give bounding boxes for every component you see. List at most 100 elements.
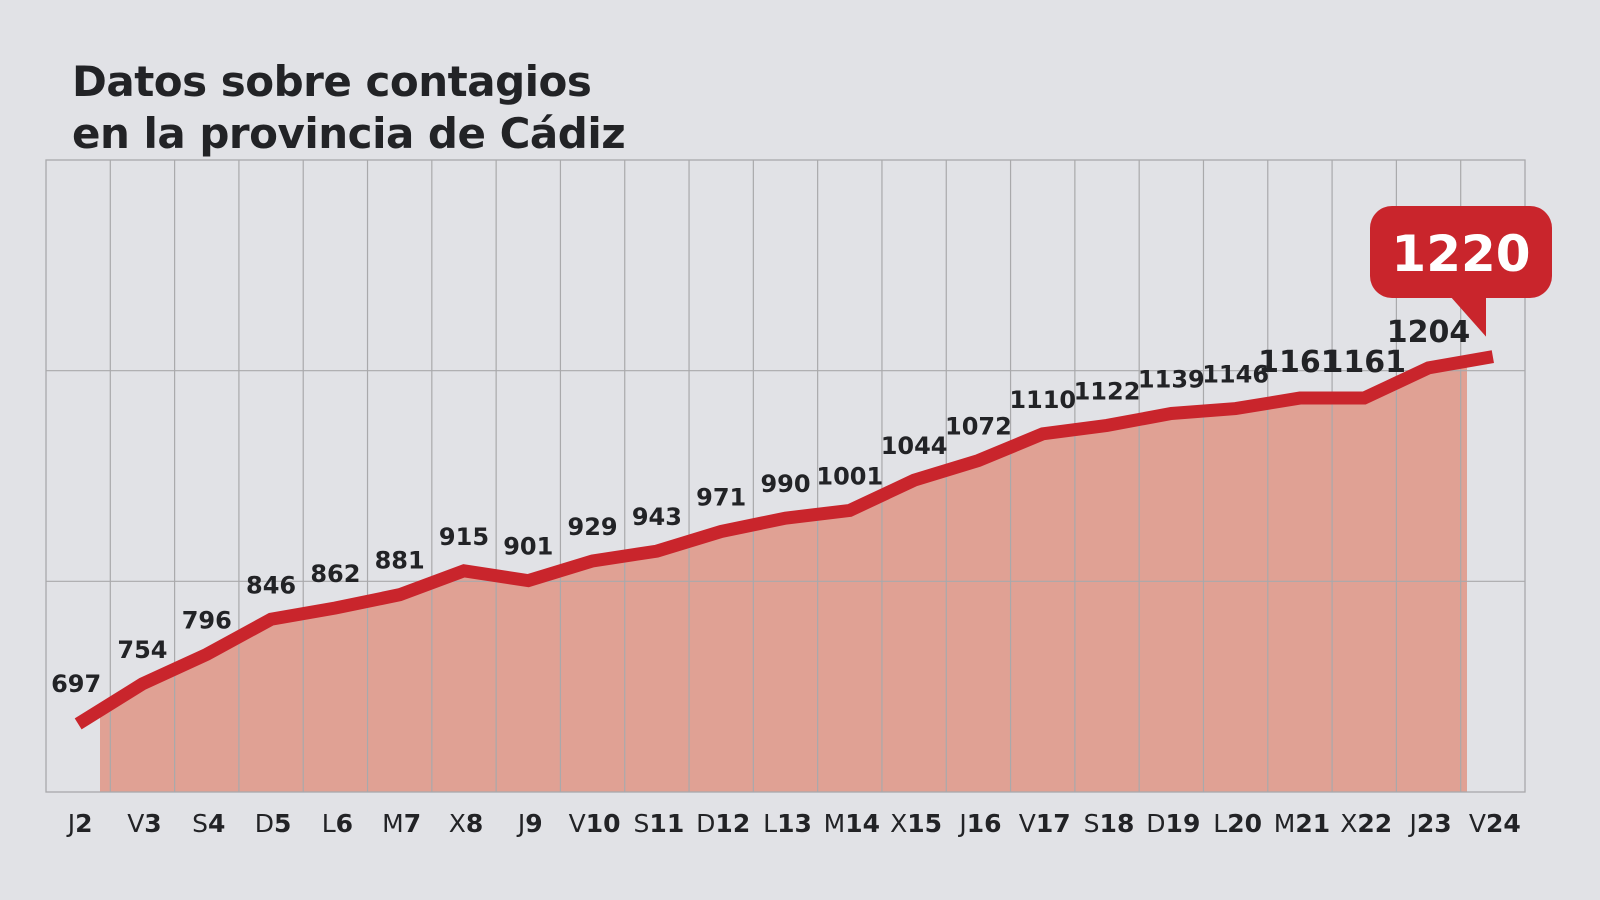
- data-label: 754: [117, 636, 167, 664]
- tick-day: L: [763, 809, 777, 838]
- x-tick-label: V10: [569, 809, 621, 838]
- data-label: 1161: [1258, 345, 1342, 380]
- tick-day: S: [1084, 809, 1100, 838]
- x-tick-label: V3: [127, 809, 162, 838]
- x-tick-label: X8: [449, 809, 484, 838]
- data-label: 1204: [1387, 315, 1471, 350]
- tick-day: S: [192, 809, 208, 838]
- data-label: 1001: [816, 462, 883, 490]
- tick-day: J: [66, 809, 75, 838]
- x-tick-label: M7: [382, 809, 421, 838]
- tick-number: 11: [649, 809, 684, 838]
- tick-day: M: [1274, 809, 1296, 838]
- x-tick-label: S11: [634, 809, 685, 838]
- x-tick-label: S18: [1084, 809, 1135, 838]
- x-tick-label: X22: [1340, 809, 1392, 838]
- tick-number: 17: [1036, 809, 1071, 838]
- tick-day: X: [890, 809, 907, 838]
- tick-number: 19: [1166, 809, 1201, 838]
- tick-day: S: [634, 809, 650, 838]
- x-tick-label: D12: [696, 809, 750, 838]
- tick-number: 23: [1417, 809, 1452, 838]
- x-tick-label: J23: [1407, 809, 1451, 838]
- data-label: 1139: [1138, 366, 1205, 394]
- x-tick-label: D19: [1146, 809, 1200, 838]
- tick-day: D: [696, 809, 715, 838]
- tick-number: 14: [845, 809, 880, 838]
- data-label: 971: [696, 483, 746, 511]
- plot-frame: [45, 159, 1526, 793]
- x-tick-label: L6: [322, 809, 353, 838]
- x-tick-label: J9: [516, 809, 543, 838]
- x-tick-label: J2: [66, 809, 93, 838]
- tick-day: J: [957, 809, 966, 838]
- data-label: 846: [246, 571, 296, 599]
- data-label: 796: [182, 606, 232, 634]
- data-label: 862: [310, 560, 360, 588]
- callout-value: 1220: [1391, 225, 1530, 283]
- tick-number: 7: [404, 809, 421, 838]
- x-tick-label: L13: [763, 809, 812, 838]
- data-label: 915: [439, 523, 489, 551]
- x-tick-label: M21: [1274, 809, 1330, 838]
- data-label: 697: [51, 670, 101, 698]
- tick-number: 13: [777, 809, 812, 838]
- data-label: 1072: [945, 413, 1012, 441]
- highlight-callout: 1220: [1370, 206, 1552, 337]
- tick-day: M: [824, 809, 846, 838]
- tick-number: 12: [715, 809, 750, 838]
- data-label: 901: [503, 533, 553, 561]
- x-tick-label: J16: [957, 809, 1001, 838]
- chart-title: Datos sobre contagios en la provincia de…: [72, 56, 626, 160]
- tick-day: M: [382, 809, 404, 838]
- tick-day: V: [1469, 809, 1486, 838]
- data-label: 990: [760, 470, 810, 498]
- tick-day: V: [127, 809, 144, 838]
- x-tick-label: V17: [1019, 809, 1071, 838]
- tick-number: 24: [1486, 809, 1521, 838]
- callout-bubble: [1370, 206, 1552, 298]
- tick-number: 2: [75, 809, 92, 838]
- tick-number: 8: [466, 809, 483, 838]
- tick-day: D: [255, 809, 274, 838]
- x-tick-label: V24: [1469, 809, 1521, 838]
- series-line: [74, 350, 1494, 730]
- tick-number: 9: [525, 809, 542, 838]
- tick-number: 18: [1100, 809, 1135, 838]
- tick-number: 20: [1227, 809, 1262, 838]
- chart-title-line-1: Datos sobre contagios: [72, 57, 592, 106]
- tick-number: 4: [208, 809, 225, 838]
- x-tick-label: M14: [824, 809, 880, 838]
- tick-day: X: [1340, 809, 1357, 838]
- tick-number: 5: [274, 809, 291, 838]
- callout-pointer: [1450, 296, 1486, 337]
- tick-day: V: [1019, 809, 1036, 838]
- x-tick-label: D5: [255, 809, 292, 838]
- data-label: 881: [375, 547, 425, 575]
- data-label: 943: [632, 503, 682, 531]
- tick-day: D: [1146, 809, 1165, 838]
- tick-day: V: [569, 809, 586, 838]
- data-label: 1146: [1202, 361, 1269, 389]
- tick-number: 10: [586, 809, 621, 838]
- data-label: 1044: [881, 432, 948, 460]
- x-tick-label: L20: [1213, 809, 1262, 838]
- tick-day: X: [449, 809, 466, 838]
- x-tick-label: X15: [890, 809, 942, 838]
- tick-number: 16: [967, 809, 1002, 838]
- data-label: 1122: [1074, 377, 1141, 405]
- tick-day: L: [1213, 809, 1227, 838]
- data-label: 1161: [1322, 345, 1406, 380]
- area-fill: [100, 361, 1467, 792]
- tick-day: J: [1407, 809, 1416, 838]
- tick-number: 15: [907, 809, 942, 838]
- chart-title-line-2: en la provincia de Cádiz: [72, 109, 626, 158]
- tick-number: 22: [1357, 809, 1392, 838]
- tick-number: 6: [336, 809, 353, 838]
- tick-number: 21: [1295, 809, 1330, 838]
- tick-number: 3: [144, 809, 161, 838]
- tick-day: J: [516, 809, 525, 838]
- data-label: 1110: [1009, 386, 1076, 414]
- tick-day: L: [322, 809, 336, 838]
